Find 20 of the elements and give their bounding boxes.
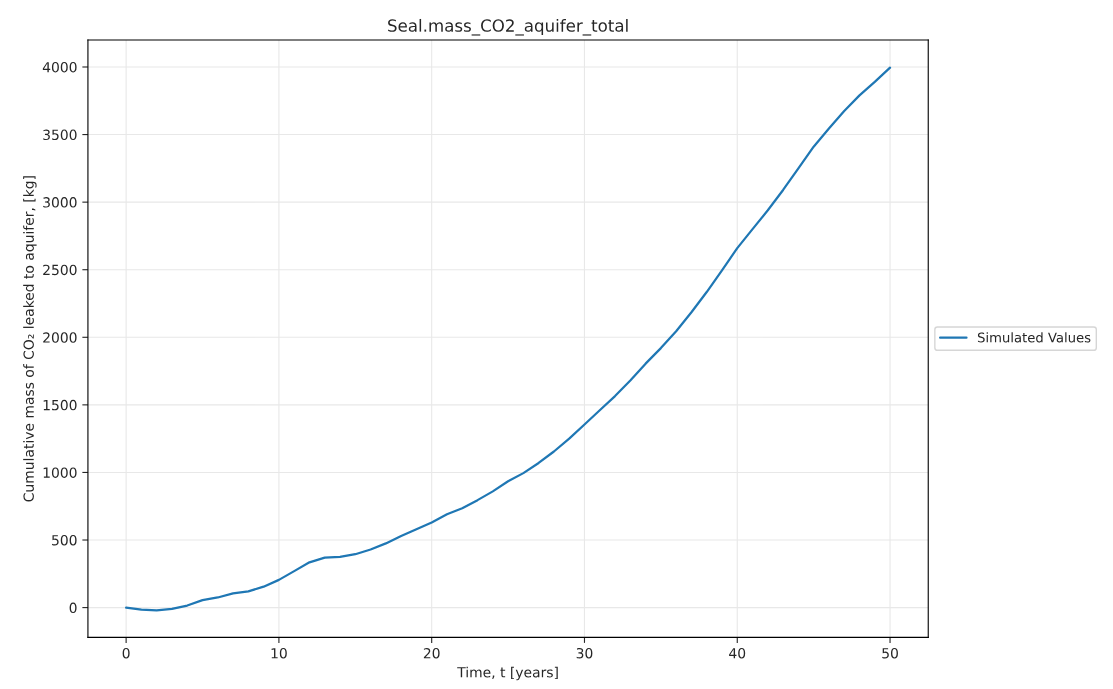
x-tick-label: 40 <box>729 647 746 659</box>
y-tick-label: 500 <box>52 534 77 546</box>
y-axis-title: Cumulative mass of CO₂ leaked to aquifer, [kg] <box>23 176 37 502</box>
x-tick-label: 0 <box>122 647 130 659</box>
y-tick-label: 4000 <box>42 61 77 73</box>
x-tick-label: 20 <box>423 647 440 659</box>
y-tick-label: 3500 <box>43 129 77 141</box>
y-tick-label: 1500 <box>43 399 77 411</box>
chart-title: Seal.mass_CO2_aquifer_total <box>388 18 628 36</box>
x-tick-label: 10 <box>271 647 287 659</box>
x-tick-label: 30 <box>576 647 593 659</box>
y-tick-label: 0 <box>69 602 77 614</box>
x-tick-label: 50 <box>882 647 898 659</box>
x-axis-title: Time, t [years] <box>457 666 558 681</box>
y-tick-label: 2000 <box>43 332 77 343</box>
line-series <box>125 66 892 612</box>
y-tick-label: 1000 <box>43 467 77 478</box>
y-tick-label: 2500 <box>43 264 77 276</box>
legend-label: Simulated Values <box>977 332 1091 343</box>
y-tick-label: 3000 <box>43 197 77 208</box>
